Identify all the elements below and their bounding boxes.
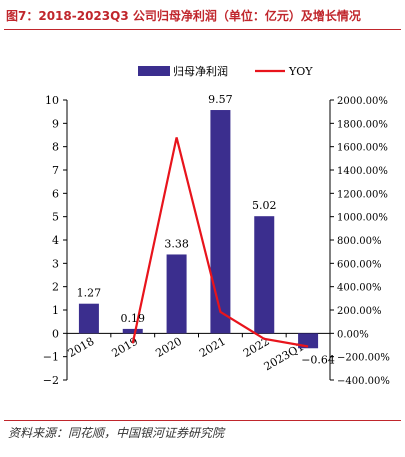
title-divider	[4, 29, 401, 30]
left-tick-label: −1	[43, 351, 59, 364]
source-note: 资料来源：同花顺，中国银河证券研究院	[8, 426, 225, 440]
left-tick-label: 2	[52, 281, 59, 294]
left-tick-label: 8	[52, 141, 59, 154]
right-tick-label: 200.00%	[337, 306, 382, 317]
x-tick-label: 2021	[197, 335, 228, 360]
figure-title: 图7：2018-2023Q3 公司归母净利润（单位：亿元）及增长情况	[6, 9, 361, 23]
yoy-line-group	[131, 137, 309, 348]
legend-label-profit: 归母净利润	[173, 64, 228, 78]
data-label: 1.27	[77, 287, 102, 300]
bar-2020	[166, 254, 187, 334]
legend-label-yoy: YOY	[288, 65, 313, 78]
left-tick-label: 10	[45, 94, 59, 107]
left-tick-label: 0	[52, 327, 59, 340]
bar-2022	[254, 216, 275, 334]
right-tick-label: 1600.00%	[337, 143, 388, 154]
left-tick-label: 3	[52, 257, 59, 270]
bar-2018	[78, 303, 99, 334]
right-tick-label: 0.00%	[337, 329, 369, 340]
right-tick-label: 1400.00%	[337, 166, 388, 177]
left-tick-label: −2	[43, 374, 59, 387]
left-tick-label: 1	[52, 304, 59, 317]
right-tick-label: 800.00%	[337, 236, 382, 247]
bars-group	[78, 110, 319, 349]
left-tick-label: 5	[52, 211, 59, 224]
legend-swatch-profit	[138, 66, 170, 76]
x-tick-label: 2019	[110, 335, 141, 360]
right-tick-label: 2000.00%	[337, 96, 388, 107]
bar-2021	[210, 110, 231, 334]
left-tick-label: 6	[52, 187, 59, 200]
x-tick-label: 2020	[153, 335, 184, 360]
data-label: 0.19	[121, 312, 146, 325]
right-tick-label: 1000.00%	[337, 213, 388, 224]
right-tick-label: 600.00%	[337, 259, 382, 270]
right-tick-label: 1800.00%	[337, 119, 388, 130]
right-tick-label: −200.00%	[337, 353, 390, 364]
right-tick-label: 1200.00%	[337, 189, 388, 200]
left-tick-label: 9	[52, 117, 59, 130]
source-divider	[4, 420, 401, 421]
right-tick-label: −400.00%	[337, 376, 390, 387]
labels-group: 1.27 0.19 3.38 9.57 5.02 −0.64	[77, 93, 335, 366]
data-label: 5.02	[252, 199, 277, 212]
x-tick-label: 2018	[66, 335, 97, 360]
right-tick-label: 400.00%	[337, 283, 382, 294]
legend: 归母净利润 YOY	[138, 64, 313, 78]
left-tick-label: 4	[52, 234, 59, 247]
left-tick-label: 7	[52, 164, 59, 177]
data-label: −0.64	[301, 353, 335, 366]
data-label: 9.57	[208, 93, 233, 106]
data-label: 3.38	[164, 237, 189, 250]
bar-2019	[122, 328, 143, 334]
